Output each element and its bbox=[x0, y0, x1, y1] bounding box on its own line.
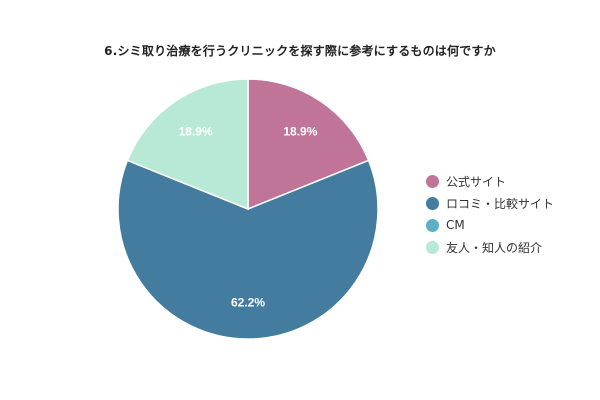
pie-slices bbox=[117, 78, 379, 340]
legend-swatch bbox=[426, 196, 439, 210]
legend: 公式サイトロコミ・比較サイト CM 友人・知人の紹介 bbox=[426, 170, 554, 258]
legend-label: ロコミ・比較サイト bbox=[446, 196, 555, 211]
slice-label-1: 62.2% bbox=[231, 296, 265, 310]
chart-title: 6.シミ取り治療を行うクリニックを探す際に参考にするものは何ですか bbox=[104, 44, 496, 58]
slice-label-3: 18.9% bbox=[179, 124, 213, 138]
pie-slice-3 bbox=[126, 78, 249, 211]
legend-label: 友人・知人の紹介 bbox=[446, 240, 543, 255]
legend-item-1[interactable]: ロコミ・比較サイト bbox=[426, 192, 554, 214]
legend-label: 公式サイト bbox=[446, 174, 507, 189]
pie-slice-0 bbox=[247, 78, 370, 211]
pie-labels: 18.9% 62.2% 18.9% bbox=[179, 124, 318, 309]
legend-swatch bbox=[426, 218, 439, 232]
legend-item-0[interactable]: 公式サイト bbox=[426, 170, 554, 192]
legend-label: CM bbox=[446, 218, 465, 232]
legend-item-3[interactable]: 友人・知人の紹介 bbox=[426, 236, 554, 258]
legend-swatch bbox=[426, 240, 439, 254]
pie-slice-1 bbox=[117, 159, 379, 340]
legend-swatch bbox=[426, 174, 439, 188]
legend-item-2[interactable]: CM bbox=[426, 214, 554, 236]
slice-label-0: 18.9% bbox=[283, 124, 317, 138]
